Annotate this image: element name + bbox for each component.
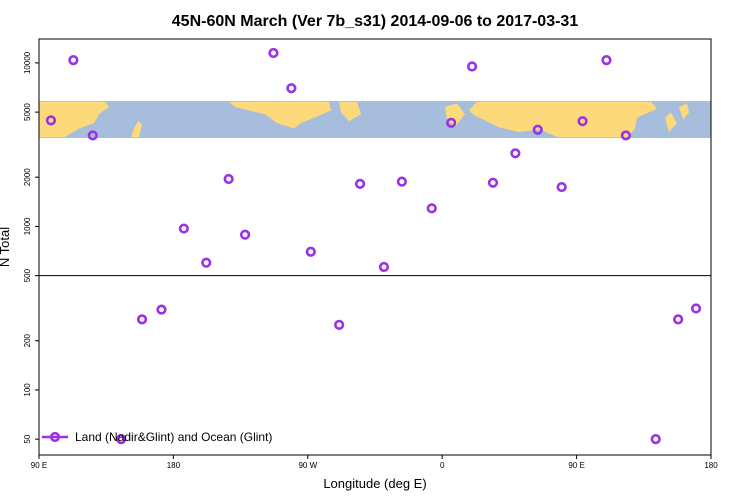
data-point — [466, 61, 478, 72]
legend-label: Land (Nadir&Glint) and Ocean (Glint) — [75, 430, 272, 444]
data-point — [577, 116, 588, 127]
map-land-0 — [39, 101, 109, 138]
data-point — [532, 124, 543, 135]
map-land-6 — [665, 112, 677, 133]
y-tick-label: 100 — [23, 383, 32, 397]
data-point — [305, 246, 316, 257]
data-point — [68, 55, 79, 66]
y-tick-label: 10000 — [23, 51, 32, 74]
data-point — [334, 319, 345, 330]
legend: Land (Nadir&Glint) and Ocean (Glint) — [42, 430, 272, 444]
data-point — [396, 176, 407, 187]
data-points — [45, 47, 702, 445]
data-point — [650, 434, 661, 445]
data-point — [510, 148, 521, 159]
map-land-5 — [469, 101, 657, 138]
data-point — [673, 314, 684, 325]
y-axis-label: N Total — [0, 227, 12, 267]
data-point — [601, 55, 612, 66]
data-point — [45, 115, 57, 126]
data-point — [426, 203, 437, 214]
y-axis: 50 100 200 500 1000 2000 5000 10000 — [23, 51, 39, 444]
data-point — [156, 304, 167, 315]
data-point — [487, 177, 499, 188]
x-tick-label: 180 — [167, 461, 181, 470]
world-map-band — [38, 101, 712, 138]
data-point — [556, 181, 567, 193]
map-land-2 — [229, 101, 331, 129]
legend-marker — [49, 431, 61, 443]
map-land-4 — [445, 103, 465, 127]
data-point — [178, 223, 189, 234]
map-land-1 — [131, 121, 142, 138]
data-point — [620, 130, 631, 141]
data-point — [239, 229, 251, 240]
data-point — [286, 83, 297, 94]
y-tick-label: 5000 — [23, 103, 32, 121]
data-point — [223, 173, 234, 185]
data-point — [354, 178, 366, 189]
y-tick-label: 1000 — [23, 217, 32, 235]
y-tick-label: 500 — [23, 268, 32, 282]
data-point — [116, 434, 127, 445]
map-land-3 — [339, 101, 361, 122]
map-land-7 — [679, 103, 689, 120]
x-tick-label: 90 E — [568, 461, 584, 470]
data-point — [268, 47, 279, 59]
x-tick-label: 0 — [440, 461, 445, 470]
data-point — [201, 257, 212, 268]
data-point — [87, 130, 98, 141]
data-point — [378, 261, 390, 273]
x-tick-label: 180 — [704, 461, 718, 470]
y-tick-label: 50 — [23, 434, 32, 443]
x-tick-label: 90 W — [298, 461, 317, 470]
chart-title: 45N-60N March (Ver 7b_s31) 2014-09-06 to… — [172, 13, 579, 30]
x-axis: 90 E 180 90 W 0 90 E 180 — [31, 455, 718, 470]
y-tick-label: 2000 — [23, 168, 32, 186]
data-point — [446, 117, 457, 128]
plot-frame — [38, 38, 712, 456]
data-point — [136, 314, 148, 325]
y-tick-label: 200 — [23, 333, 32, 347]
x-tick-label: 90 E — [31, 461, 47, 470]
data-point — [690, 303, 702, 314]
x-axis-label: Longitude (deg E) — [323, 476, 426, 491]
